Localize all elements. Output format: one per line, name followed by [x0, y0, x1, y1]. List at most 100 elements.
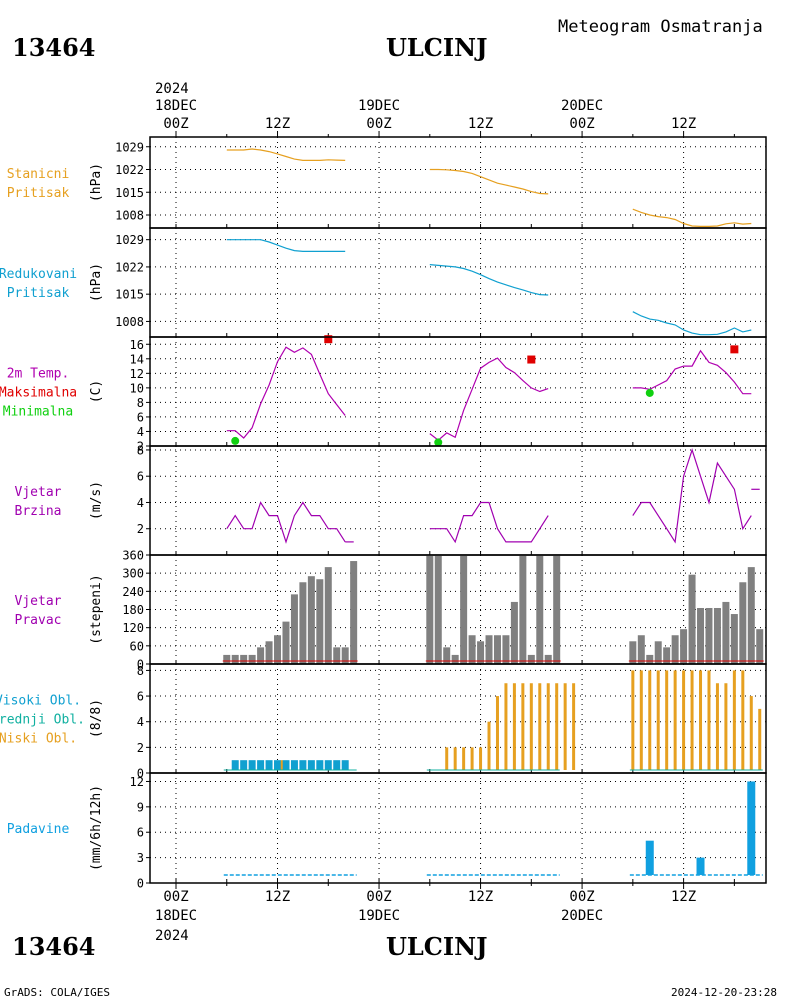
panel-precipitation: 0 3 6 9 12 (mm/6h/12h) Padavine: [7, 772, 767, 891]
top-time-tick-label: 12Z: [468, 116, 493, 132]
cloud-bar: [699, 670, 703, 770]
bottom-date-label: 19DEC: [358, 908, 400, 924]
bottom-time-tick-label: 00Z: [163, 889, 188, 905]
panel-frame: [149, 663, 767, 774]
y-tick-label: 8: [137, 443, 144, 457]
cloud-bar: [333, 760, 341, 770]
bottom-time-tick-label: 12Z: [265, 889, 290, 905]
cloud-bar: [724, 683, 728, 770]
direction-bar: [730, 614, 738, 664]
bottom-date-label: 20DEC: [561, 908, 603, 924]
cloud-bar: [665, 670, 669, 770]
station-name: ULCINJ: [386, 33, 487, 62]
direction-bar: [316, 579, 324, 664]
tmin-marker: [231, 436, 240, 445]
direction-bar: [527, 654, 535, 664]
y-axis-label: (8/8): [89, 699, 104, 738]
y-axis-label: (stepeni): [89, 574, 104, 644]
panel-label: Redukovani: [0, 267, 77, 282]
bottom-year: 2024: [155, 928, 189, 944]
panel-wind_direction: 0 60 120 180 240 300 360 (stepeni) Vjetar Pravac: [15, 549, 767, 672]
tmin-marker: [434, 438, 443, 447]
panel-label: Vjetar: [15, 594, 62, 609]
direction-bar: [274, 635, 282, 664]
direction-bar: [282, 621, 290, 664]
cloud-bar: [231, 760, 239, 770]
direction-bar: [460, 555, 468, 664]
direction-bar: [646, 654, 654, 664]
y-tick-label: 240: [122, 585, 144, 599]
top-time-tick-label: 00Z: [163, 116, 188, 132]
y-tick-label: 0: [137, 767, 144, 781]
tmax-marker: [730, 345, 739, 354]
tmax-marker: [527, 355, 536, 364]
cloud-bar: [504, 683, 508, 770]
footer-timestamp: 2024-12-20-23:28: [671, 986, 777, 999]
direction-bar: [688, 574, 696, 664]
direction-bar: [223, 654, 231, 664]
cloud-bar: [257, 760, 265, 770]
bottom-time-tick-label: 00Z: [366, 889, 391, 905]
y-tick-label: 8: [137, 396, 144, 410]
top-date-label: 19DEC: [358, 98, 400, 114]
panel-frame: [149, 772, 767, 884]
tmin-marker: [645, 388, 654, 397]
series-line: [429, 357, 549, 441]
panel-label: Brzina: [15, 504, 62, 519]
cloud-bar: [290, 760, 298, 770]
direction-bar: [290, 594, 298, 664]
direction-bar: [705, 607, 713, 664]
cloud-bar: [639, 670, 643, 770]
cloud-bar: [555, 683, 559, 770]
y-tick-label: 1029: [115, 233, 144, 247]
y-tick-label: 120: [122, 621, 144, 635]
panel-label: Padavine: [7, 822, 70, 837]
cloud-bar: [741, 670, 745, 770]
y-tick-label: 8: [137, 664, 144, 678]
series-line: [429, 501, 549, 544]
y-tick-label: 180: [122, 603, 144, 617]
y-tick-label: 1015: [115, 186, 144, 200]
series-line: [226, 239, 346, 252]
panel-label: Niski Obl.: [0, 732, 77, 747]
cloud-bar: [682, 670, 686, 770]
bottom-date-label: 18DEC: [155, 908, 197, 924]
precip-bar: [645, 840, 654, 875]
panel-label: 2m Temp.: [7, 367, 70, 382]
cloud-bar: [648, 670, 652, 770]
y-tick-label: 1008: [115, 315, 144, 329]
direction-bar: [502, 635, 510, 664]
cloud-bar: [512, 683, 516, 770]
cloud-bar: [445, 747, 449, 770]
y-axis-label: (mm/6h/12h): [89, 785, 104, 871]
cloud-bar: [280, 760, 283, 770]
footer-station-id: 13464: [12, 932, 96, 961]
cloud-bar: [690, 670, 694, 770]
cloud-bar: [487, 721, 491, 770]
direction-bar: [756, 629, 764, 664]
direction-bar: [248, 654, 256, 664]
cloud-bar: [265, 760, 273, 770]
direction-bar: [493, 635, 501, 664]
meteogram-title: Meteogram Osmatranja: [558, 17, 763, 37]
cloud-bar: [538, 683, 542, 770]
y-tick-label: 2: [137, 440, 144, 454]
panel-label: Stanicni: [7, 167, 70, 182]
y-tick-label: 9: [137, 800, 144, 814]
direction-bar: [477, 641, 485, 664]
y-axis-label: (m/s): [89, 481, 104, 520]
y-axis-label: (hPa): [89, 263, 104, 302]
cloud-bar: [758, 708, 762, 770]
direction-bar: [553, 555, 561, 664]
direction-bar: [307, 576, 315, 664]
cloud-bar: [707, 670, 711, 770]
top-time-tick-label: 00Z: [366, 116, 391, 132]
series-line: [429, 168, 549, 195]
cloud-bar: [282, 760, 290, 770]
y-tick-label: 12: [130, 775, 144, 789]
direction-bar: [485, 635, 493, 664]
cloud-bar: [563, 683, 567, 770]
direction-bar: [671, 635, 679, 664]
y-axis-label: (C): [89, 380, 104, 403]
direction-bar: [629, 641, 637, 664]
